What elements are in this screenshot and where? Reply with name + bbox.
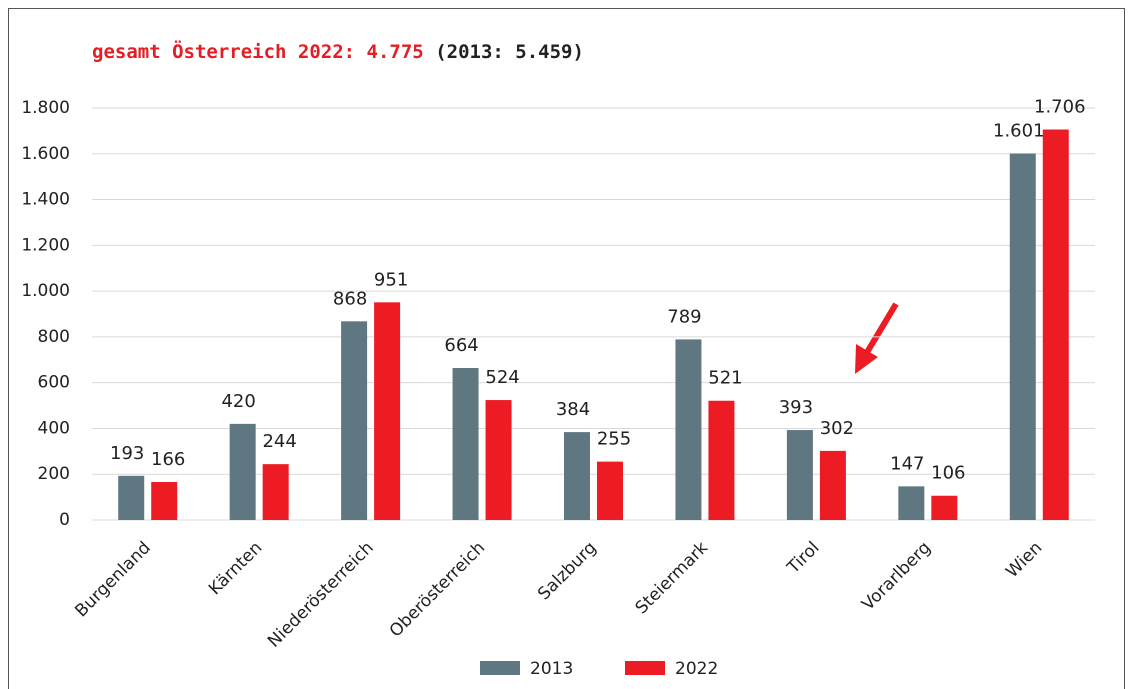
y-tick-label: 200	[38, 464, 70, 484]
value-label: 166	[151, 449, 185, 470]
arrow-shaft	[863, 302, 899, 356]
title-note: (2013: 5.459)	[435, 41, 584, 63]
x-tick-label: Oberösterreich	[386, 538, 489, 641]
value-label: 302	[820, 418, 854, 439]
bar	[1009, 153, 1036, 520]
x-tick-label: Steiermark	[632, 538, 712, 618]
bar	[1042, 129, 1069, 520]
y-tick-label: 1.600	[21, 144, 70, 164]
y-tick-label: 1.400	[21, 190, 70, 210]
bar	[675, 339, 702, 520]
value-label: 664	[444, 335, 478, 356]
value-label: 789	[667, 306, 701, 327]
bar	[898, 486, 925, 520]
y-tick-label: 0	[59, 510, 70, 530]
legend-swatch	[625, 661, 665, 675]
x-tick-label: Tirol	[783, 538, 824, 579]
bar	[931, 495, 958, 520]
bar	[151, 482, 178, 520]
y-tick-label: 1.200	[21, 235, 70, 255]
x-tick-label: Vorarlberg	[858, 538, 935, 615]
annotation-arrow	[855, 302, 899, 374]
bar	[786, 430, 813, 520]
bar	[118, 475, 145, 520]
bar	[564, 432, 590, 520]
legend-swatch	[480, 661, 520, 675]
bar	[452, 368, 479, 520]
y-tick-label: 1.000	[21, 281, 70, 301]
value-label: 106	[931, 463, 965, 484]
x-tick-label: Salzburg	[534, 538, 600, 604]
bar	[819, 450, 846, 520]
bar	[597, 461, 623, 520]
bar	[341, 321, 368, 520]
chart-title: gesamt Österreich 2022: 4.775 (2013: 5.4…	[92, 39, 584, 63]
value-label: 524	[485, 367, 519, 388]
legend-label: 2022	[675, 659, 718, 679]
bar	[229, 423, 256, 520]
value-label: 255	[597, 429, 631, 450]
y-tick-label: 800	[38, 327, 70, 347]
value-label: 951	[374, 269, 408, 290]
y-tick-label: 1.800	[21, 98, 70, 118]
frame	[8, 8, 1125, 689]
x-tick-label: Burgenland	[71, 538, 154, 621]
value-label: 384	[556, 399, 590, 420]
value-label: 1.706	[1034, 97, 1086, 118]
value-label: 1.601	[993, 121, 1045, 142]
value-label: 193	[110, 443, 144, 464]
y-tick-label: 600	[38, 373, 70, 393]
bar	[485, 400, 512, 520]
value-label: 420	[221, 391, 255, 412]
bar	[374, 302, 401, 520]
value-label: 244	[262, 431, 296, 452]
legend-label: 2013	[530, 659, 573, 679]
title-main: gesamt Österreich 2022: 4.775	[92, 39, 424, 63]
value-label: 147	[890, 453, 924, 474]
bar	[262, 464, 289, 520]
x-tick-label: Niederösterreich	[264, 538, 378, 652]
y-tick-label: 400	[38, 418, 70, 438]
value-label: 521	[708, 368, 742, 389]
arrow-head	[855, 344, 878, 374]
value-label: 393	[779, 397, 813, 418]
value-label: 868	[333, 288, 367, 309]
x-tick-label: Kärnten	[205, 538, 266, 599]
x-tick-label: Wien	[1002, 538, 1046, 582]
bar	[708, 400, 735, 520]
